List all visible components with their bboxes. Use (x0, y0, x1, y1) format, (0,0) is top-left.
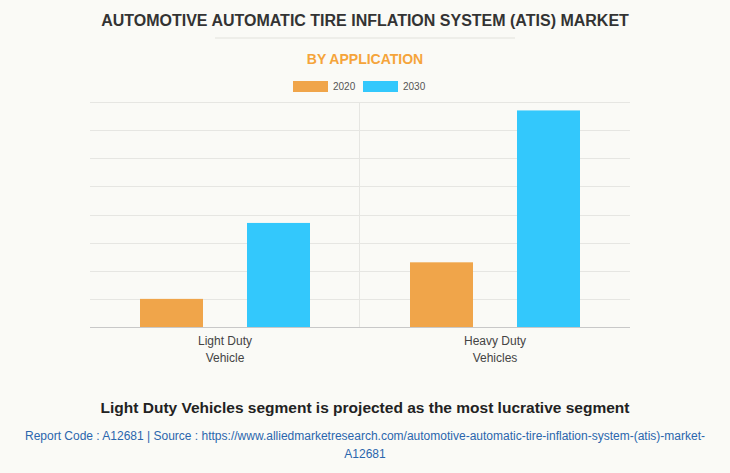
title: AUTOMOTIVE AUTOMATIC TIRE INFLATION SYST… (101, 12, 629, 29)
bar (410, 262, 473, 327)
legend-swatch (293, 81, 328, 92)
bars (140, 110, 580, 327)
grid-line (90, 327, 630, 328)
source: Report Code : A12681 | Source : https://… (15, 427, 715, 463)
category-label-line: Heavy Duty (464, 334, 526, 348)
legend-label: 2030 (403, 81, 426, 92)
category-label-line: Light Duty (198, 334, 252, 348)
bar (247, 223, 310, 327)
legend-swatch (363, 81, 398, 92)
category-label: Heavy Duty Vehicles (464, 334, 526, 365)
category-label-line: Vehicle (206, 351, 245, 365)
chart: AUTOMOTIVE AUTOMATIC TIRE INFLATION SYST… (0, 0, 730, 473)
subtitle: BY APPLICATION (307, 51, 423, 67)
category-divider (359, 102, 360, 327)
caption: Light Duty Vehicles segment is projected… (101, 399, 630, 416)
category-label: Light Duty Vehicle (198, 334, 252, 365)
bar (517, 110, 580, 327)
legend-label: 2020 (333, 81, 356, 92)
title-rule (215, 38, 515, 39)
bar (140, 299, 203, 327)
category-label-line: Vehicles (473, 351, 518, 365)
